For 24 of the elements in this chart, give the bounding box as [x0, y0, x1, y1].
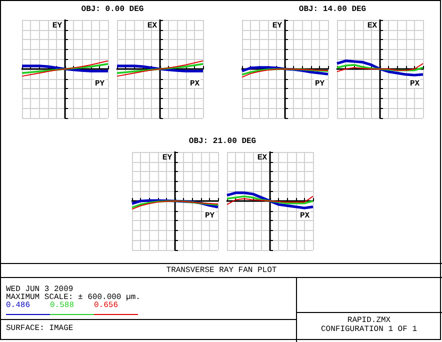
y-axis-title: EX — [367, 22, 378, 30]
y-axis-title: EY — [272, 22, 282, 30]
text: CONFIGURATION 1 OF 1 — [320, 325, 418, 334]
x-axis-title: PX — [300, 212, 310, 220]
text: SURFACE: IMAGE — [6, 324, 74, 333]
chart-title: OBJ: 21.00 DEG — [188, 137, 258, 146]
chart-title: OBJ: 0.00 DEG — [80, 5, 145, 14]
x-axis-title: PX — [190, 80, 200, 88]
x-axis-title: PY — [205, 212, 215, 220]
text: RAPID.ZMX — [346, 316, 392, 325]
x-axis-title: PY — [315, 80, 325, 88]
text: 0.656 — [94, 301, 118, 310]
text: WED JUN 3 2009 — [6, 285, 74, 294]
x-axis-title: PY — [95, 80, 105, 88]
y-axis-title: EX — [257, 154, 268, 162]
text: TRANSVERSE RAY FAN PLOT — [165, 266, 278, 275]
chart-title: OBJ: 14.00 DEG — [298, 5, 368, 14]
text: 0.588 — [50, 301, 74, 310]
y-axis-title: EY — [52, 22, 62, 30]
y-axis-title: EY — [162, 154, 172, 162]
y-axis-title: EX — [147, 22, 158, 30]
x-axis-title: PX — [410, 80, 420, 88]
text: MAXIMUM SCALE: ± 600.000 µm. — [6, 293, 140, 302]
text: 0.486 — [6, 301, 30, 310]
